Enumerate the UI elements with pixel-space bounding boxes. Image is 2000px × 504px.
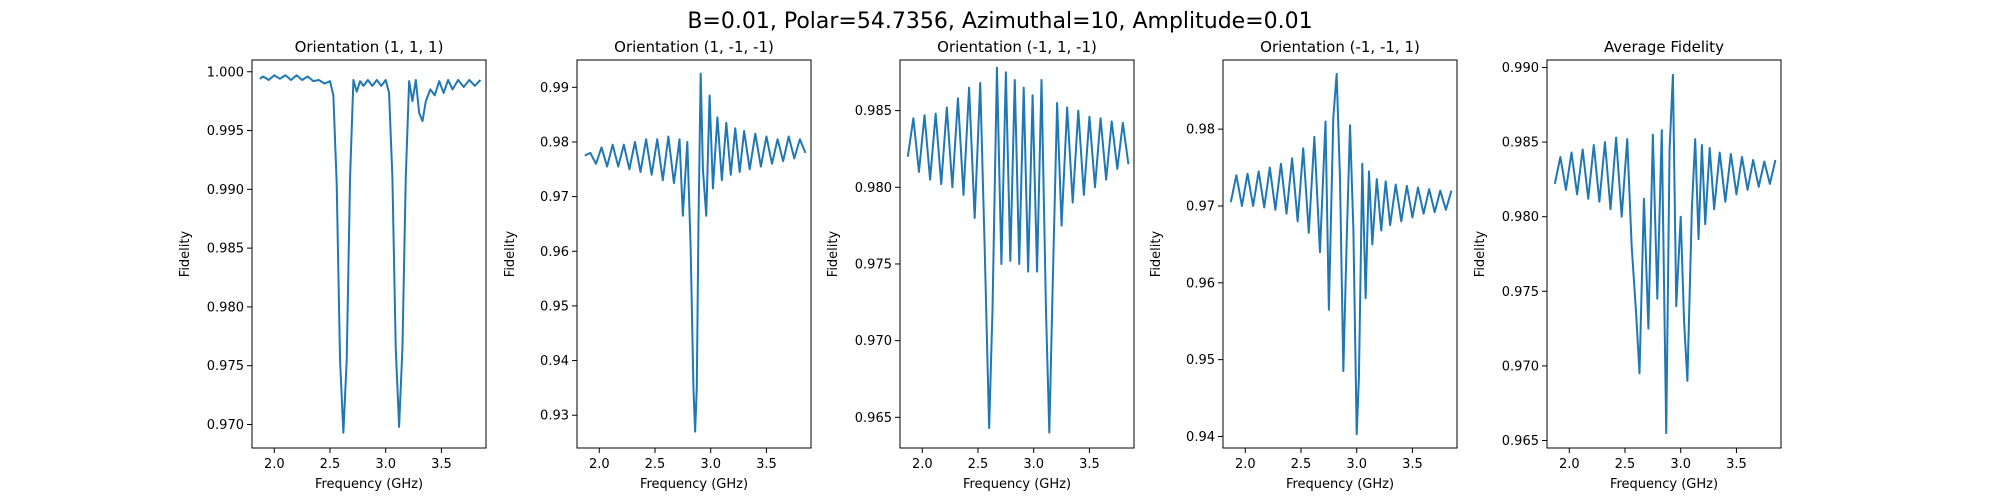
x-tick-label: 3.5 [1726,457,1747,472]
series-line [259,74,482,434]
series-line [1229,72,1453,436]
subplot-2: 2.0 2.5 3.0 3.5 0.93 0.94 0.95 0.96 0.97 0.98 0.99… [503,38,812,492]
axes-frame [1546,59,1782,449]
y-tick-label: 0.990 [207,183,244,198]
y-axis-label: Fidelity [1473,230,1488,277]
x-tick-label: 3.0 [375,457,396,472]
x-tick-label: 3.5 [1079,457,1100,472]
x-axis-label: Frequency (GHz) [963,477,1071,492]
y-axis-label: Fidelity [503,230,518,277]
y-tick-label: 0.97 [540,190,569,205]
axes-frame [576,59,812,449]
axes-frame [1222,59,1458,449]
y-tick-label: 0.985 [207,242,244,257]
subplot-4: 2.0 2.5 3.0 3.5 0.94 0.95 0.96 0.97 0.98 Orientat… [1149,38,1458,492]
y-tick-label: 0.95 [1186,353,1215,368]
x-tick-label: 2.0 [264,457,285,472]
y-tick-label: 0.980 [207,300,244,315]
x-tick-label: 3.5 [431,457,452,472]
subplot-3: 2.0 2.5 3.0 3.5 0.965 0.970 0.975 0.980 0.985 Ori… [826,38,1135,492]
y-tick-label: 0.975 [1502,285,1539,300]
x-tick-label: 3.0 [1670,457,1691,472]
y-tick-label: 0.975 [207,359,244,374]
axes-frame [251,59,487,449]
x-tick-label: 2.0 [912,457,933,472]
x-tick-label: 2.5 [1291,457,1312,472]
y-tick-label: 0.975 [855,257,892,272]
y-tick-label: 0.970 [855,334,892,349]
axes-frame [899,59,1135,449]
y-tick-label: 0.94 [540,354,569,369]
y-tick-label: 0.970 [1502,359,1539,374]
y-axis-label: Fidelity [826,230,841,277]
y-tick-label: 0.980 [1502,210,1539,225]
x-axis-label: Frequency (GHz) [1286,477,1394,492]
x-tick-label: 3.0 [1023,457,1044,472]
x-tick-label: 2.0 [589,457,610,472]
y-tick-label: 0.985 [1502,136,1539,151]
x-tick-label: 2.0 [1559,457,1580,472]
x-tick-label: 2.5 [320,457,341,472]
y-tick-label: 0.96 [540,245,569,260]
subplot-5: 2.0 2.5 3.0 3.5 0.965 0.970 0.975 0.980 0.985 0.9… [1473,38,1782,492]
y-tick-label: 0.990 [1502,61,1539,76]
y-tick-label: 0.980 [855,181,892,196]
y-tick-label: 0.97 [1186,199,1215,214]
series-line [584,72,807,433]
y-tick-label: 0.98 [540,135,569,150]
x-tick-label: 3.0 [700,457,721,472]
y-tick-label: 0.965 [1502,434,1539,449]
y-axis-label: Fidelity [178,230,193,277]
y-tick-label: 0.995 [207,124,244,139]
x-tick-label: 3.5 [1402,457,1423,472]
y-tick-label: 0.96 [1186,276,1215,291]
subplot-title: Orientation (1, -1, -1) [614,38,774,56]
y-tick-label: 0.99 [540,81,569,96]
subplot-title: Orientation (-1, 1, -1) [937,38,1097,56]
y-tick-label: 0.95 [540,299,569,314]
subplot-1: 2.0 2.5 3.0 3.5 0.970 0.975 0.980 0.985 0.990 0.9… [178,38,487,492]
x-tick-label: 2.0 [1235,457,1256,472]
y-tick-label: 0.93 [540,409,569,424]
subplot-title: Orientation (1, 1, 1) [295,38,444,56]
y-tick-label: 0.970 [207,418,244,433]
series-line [1553,73,1777,435]
x-tick-label: 3.0 [1346,457,1367,472]
y-tick-label: 0.94 [1186,430,1215,445]
x-tick-label: 2.5 [968,457,989,472]
series-line [906,66,1130,434]
y-tick-label: 0.965 [855,411,892,426]
y-tick-label: 0.985 [855,104,892,119]
x-axis-label: Frequency (GHz) [1610,477,1718,492]
subplot-title: Orientation (-1, -1, 1) [1260,38,1420,56]
x-axis-label: Frequency (GHz) [640,477,748,492]
y-tick-label: 0.98 [1186,123,1215,138]
x-tick-label: 2.5 [1615,457,1636,472]
subplot-title: Average Fidelity [1604,38,1724,56]
x-tick-label: 2.5 [645,457,666,472]
figure-suptitle: B=0.01, Polar=54.7356, Azimuthal=10, Amp… [687,9,1312,34]
x-axis-label: Frequency (GHz) [315,477,423,492]
y-tick-label: 1.000 [207,65,244,80]
x-tick-label: 3.5 [756,457,777,472]
y-axis-label: Fidelity [1149,230,1164,277]
